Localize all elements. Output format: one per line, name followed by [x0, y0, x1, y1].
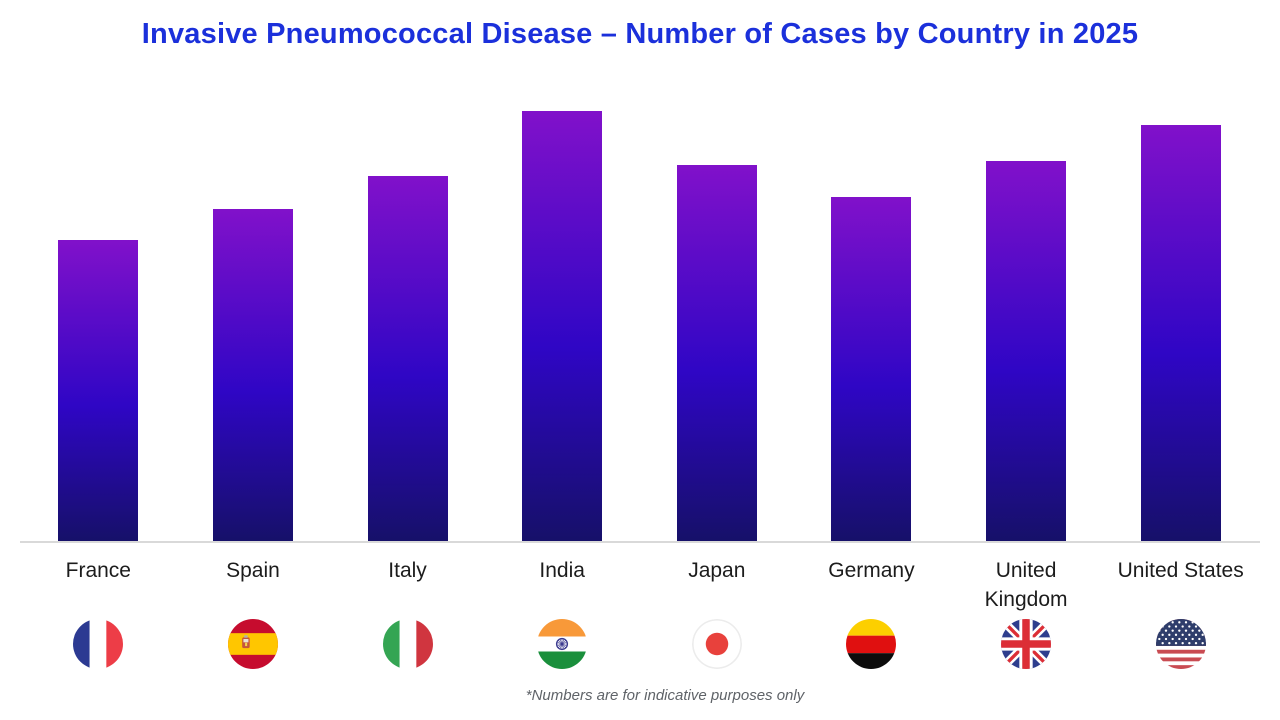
- germany-flag-icon: [846, 619, 897, 669]
- flag-column: [794, 619, 949, 669]
- india-flag-icon: [537, 619, 588, 669]
- category-label: Italy: [388, 559, 427, 582]
- label-column: Germany: [794, 556, 949, 614]
- chart-title: Invasive Pneumococcal Disease – Number o…: [141, 18, 1139, 50]
- italy-flag-icon: [382, 619, 433, 669]
- bar-column-india: [485, 0, 640, 541]
- flag-column: [330, 619, 485, 669]
- label-column: France: [21, 556, 176, 614]
- flags-row: [21, 619, 1258, 669]
- bar: [676, 165, 757, 541]
- bar-column-italy: [330, 0, 485, 541]
- bar-column-japan: [640, 0, 795, 541]
- category-label: India: [539, 559, 585, 582]
- label-column: United Kingdom: [949, 556, 1104, 614]
- bar: [831, 197, 912, 541]
- flag-column: [1103, 619, 1258, 669]
- bar: [58, 240, 139, 541]
- uk-flag-icon: [1001, 619, 1052, 669]
- usa-flag-icon: [1155, 619, 1206, 669]
- bar-column-united-states: [1103, 0, 1258, 541]
- bar-column-france: [21, 0, 176, 541]
- flag-column: [485, 619, 640, 669]
- flag-column: [21, 619, 176, 669]
- label-column: Spain: [176, 556, 331, 614]
- japan-flag-icon: [691, 619, 742, 669]
- category-label: United States: [1117, 559, 1244, 582]
- bar: [367, 176, 448, 541]
- bar-column-germany: [794, 0, 949, 541]
- france-flag-icon: [73, 619, 124, 669]
- bar-column-spain: [176, 0, 331, 541]
- bar: [522, 111, 603, 541]
- bars-row: [21, 0, 1258, 541]
- bar: [1140, 125, 1221, 541]
- category-label: France: [65, 559, 131, 582]
- label-column: India: [485, 556, 640, 614]
- category-labels-row: France Spain Italy India Japan Germany United …: [21, 556, 1258, 614]
- flag-column: [176, 619, 331, 669]
- spain-flag-icon: [227, 619, 278, 669]
- label-column: United States: [1103, 556, 1258, 614]
- flag-column: [949, 619, 1104, 669]
- category-label: Japan: [688, 559, 746, 582]
- category-label: United Kingdom: [984, 559, 1068, 611]
- bar-column-united-kingdom: [949, 0, 1104, 541]
- category-label: Germany: [828, 559, 915, 582]
- x-axis-baseline: [20, 541, 1260, 543]
- bar: [986, 161, 1067, 541]
- flag-column: [640, 619, 795, 669]
- label-column: Italy: [330, 556, 485, 614]
- bar: [212, 209, 293, 541]
- label-column: Japan: [640, 556, 795, 614]
- category-label: Spain: [226, 559, 280, 582]
- footnote-text: *Numbers are for indicative purposes onl…: [525, 687, 805, 704]
